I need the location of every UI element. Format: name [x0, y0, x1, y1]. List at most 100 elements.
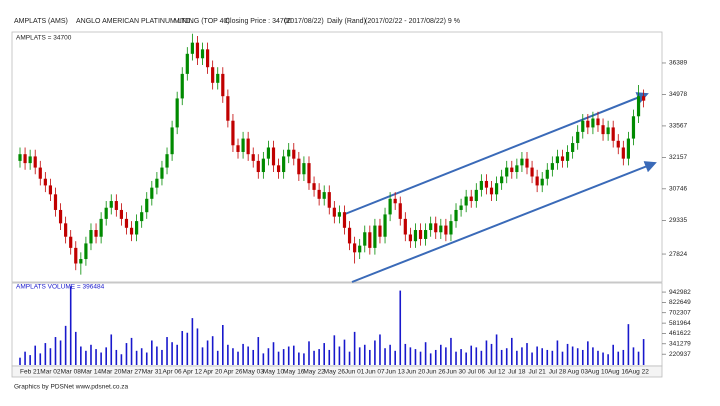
- volume-bar: [166, 337, 168, 365]
- candle-body: [175, 98, 179, 128]
- y-tick-label: 702307: [669, 309, 691, 316]
- candle-body: [418, 230, 423, 239]
- candle-body: [327, 192, 331, 208]
- candle-body: [58, 209, 63, 224]
- candle-body: [317, 189, 321, 199]
- candle-body: [616, 140, 620, 148]
- volume-bar: [318, 349, 320, 365]
- y-tick-label: 581964: [669, 320, 691, 327]
- candle-body: [611, 127, 615, 141]
- volume-bar: [505, 348, 508, 365]
- volume-bar: [627, 324, 630, 365]
- candle-body: [297, 158, 301, 175]
- candle-body: [165, 154, 169, 168]
- volume-bar: [135, 350, 138, 365]
- volume-bar: [298, 352, 300, 365]
- volume-bar: [556, 340, 559, 365]
- volume-bar: [303, 353, 305, 365]
- volume-bar: [292, 345, 295, 365]
- volume-bar: [156, 346, 158, 365]
- candle-body: [424, 230, 428, 239]
- candle-body: [170, 127, 174, 155]
- candle-body: [398, 203, 402, 219]
- candle-body: [266, 147, 271, 159]
- candle-body: [378, 225, 382, 237]
- candle-body: [64, 223, 68, 237]
- x-tick-label: Apr 26: [223, 369, 243, 376]
- y-tick-label: 33567: [669, 123, 687, 130]
- x-tick-label: Mar 02: [40, 369, 61, 376]
- candle-body: [535, 176, 539, 186]
- volume-bar: [561, 351, 564, 365]
- volume-bar: [576, 348, 579, 365]
- candle-body: [434, 223, 438, 233]
- volume-bar: [74, 331, 77, 365]
- volume-bar: [465, 352, 467, 365]
- volume-bar: [262, 353, 265, 365]
- candle-body: [332, 207, 336, 217]
- volume-bar: [120, 354, 123, 365]
- candle-body: [94, 230, 98, 237]
- candle-body: [484, 180, 489, 188]
- candle-body: [581, 120, 585, 132]
- volume-bar: [566, 343, 569, 365]
- x-tick-label: Jul 06: [468, 369, 486, 376]
- candle-body: [520, 158, 524, 166]
- volume-bar: [450, 337, 452, 365]
- candle-body: [180, 73, 184, 99]
- candle-body: [444, 225, 448, 235]
- candle-body: [109, 201, 113, 208]
- candle-body: [48, 185, 53, 195]
- candle-body: [271, 147, 276, 166]
- volume-bar: [384, 348, 386, 365]
- x-tick-label: Mar 20: [101, 369, 122, 376]
- volume-bar: [521, 347, 523, 365]
- candle-body: [119, 209, 123, 219]
- candle-body: [216, 73, 220, 83]
- volume-bar: [90, 344, 92, 365]
- candle-body: [368, 232, 372, 248]
- candle-body: [494, 183, 499, 195]
- volume-bar: [44, 343, 47, 365]
- x-tick-label: Aug 10: [588, 369, 609, 376]
- volume-bar: [414, 349, 417, 365]
- x-tick-label: Aug 03: [567, 369, 588, 376]
- volume-bar: [181, 331, 184, 365]
- volume-bar: [536, 346, 538, 365]
- volume-bar: [232, 348, 234, 365]
- volume-bar: [434, 349, 437, 365]
- volume-bar: [201, 347, 204, 365]
- candle-body: [408, 234, 412, 242]
- volume-bar: [287, 346, 290, 365]
- volume-bar: [308, 341, 310, 365]
- candle-body: [606, 127, 610, 135]
- candle-body: [99, 218, 103, 237]
- candle-body: [155, 178, 159, 188]
- price-label: AMPLATS = 34700: [16, 35, 72, 42]
- volume-bar: [85, 350, 87, 365]
- y-tick-label: 27824: [669, 251, 687, 258]
- volume-bar: [323, 343, 325, 365]
- volume-bar: [130, 337, 133, 365]
- volume-bar: [394, 350, 396, 365]
- volume-bar: [54, 337, 57, 365]
- y-tick-label: 220937: [669, 351, 691, 358]
- candle-body: [302, 163, 306, 175]
- lower-trendline: [351, 161, 657, 283]
- volume-bar: [186, 332, 189, 365]
- x-tick-label: Aug 16: [608, 369, 629, 376]
- volume-label: AMPLATS VOLUME = 396484: [16, 284, 105, 291]
- volume-bar: [100, 352, 102, 365]
- candle-body: [337, 212, 342, 217]
- header-period: Daily (Rand): [327, 18, 366, 25]
- candle-body: [373, 225, 377, 248]
- x-tick-label: Mar 14: [81, 369, 102, 376]
- candle-body: [312, 183, 316, 190]
- x-tick-label: Apr 12: [183, 369, 203, 376]
- candle-body: [89, 230, 93, 244]
- volume-bar: [470, 345, 473, 365]
- volume-bar: [460, 349, 462, 365]
- candle-body: [454, 209, 458, 222]
- volume-bar: [211, 336, 214, 365]
- volume-bar: [110, 334, 113, 365]
